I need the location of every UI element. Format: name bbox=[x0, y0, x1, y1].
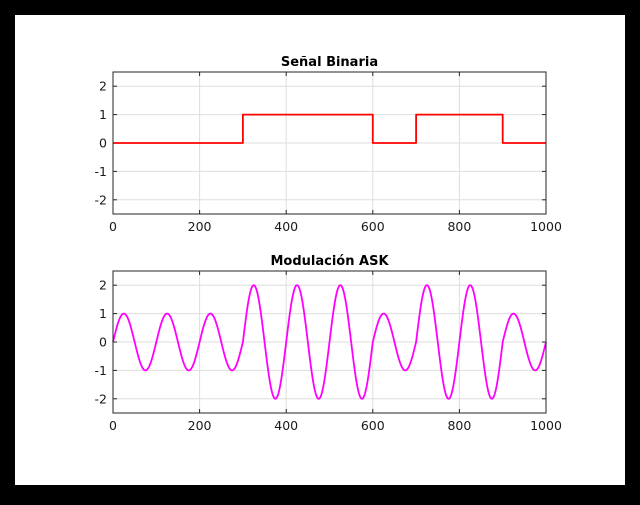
binary-signal-y-tick-label: 1 bbox=[99, 107, 107, 122]
binary-signal-tick-labels: 0 200 400 600 800 1000 2 1 0 -1 -2 bbox=[95, 79, 562, 234]
ask-modulation-x-tick-label: 800 bbox=[447, 418, 471, 433]
binary-signal-title: Señal Binaria bbox=[281, 55, 378, 70]
ask-modulation-tick-labels: 0 200 400 600 800 1000 2 1 0 -1 -2 bbox=[95, 278, 562, 433]
binary-signal-y-tick-label: -1 bbox=[95, 164, 107, 179]
binary-signal-x-tick-label: 200 bbox=[188, 219, 212, 234]
binary-signal-y-tick-label: -2 bbox=[95, 192, 107, 207]
binary-signal-frame bbox=[112, 71, 547, 215]
ask-modulation-y-tick-label: 2 bbox=[99, 278, 107, 293]
binary-signal-x-tick-label: 800 bbox=[447, 219, 471, 234]
ask-modulation-axes: Modulación ASK 0 200 400 600 800 1000 2 1 0 -1 -2 bbox=[95, 254, 562, 433]
ask-modulation-y-tick-label: -1 bbox=[95, 363, 107, 378]
binary-signal-x-tick-label: 400 bbox=[274, 219, 298, 234]
ask-modulation-y-tick-label: -2 bbox=[95, 391, 107, 406]
binary-signal-y-tick-label: 2 bbox=[99, 79, 107, 94]
binary-signal-x-tick-label: 600 bbox=[361, 219, 385, 234]
ask-modulation-plot bbox=[112, 284, 547, 400]
binary-signal-plot bbox=[113, 113, 546, 144]
ask-modulation-title: Modulación ASK bbox=[270, 254, 389, 269]
binary-signal-x-tick-label: 1000 bbox=[530, 219, 562, 234]
ask-modulation-series-line bbox=[112, 284, 547, 400]
ask-modulation-x-tick-label: 400 bbox=[274, 418, 298, 433]
binary-signal-series-line bbox=[113, 113, 546, 144]
ask-modulation-x-tick-label: 0 bbox=[109, 418, 117, 433]
ask-modulation-frame bbox=[112, 270, 547, 414]
ask-modulation-x-tick-label: 600 bbox=[361, 418, 385, 433]
binary-signal-y-tick-label: 0 bbox=[99, 136, 107, 151]
figure-background bbox=[15, 15, 625, 485]
binary-signal-axes: Señal Binaria 0 200 400 600 800 1000 2 1 0 -1 -2 bbox=[95, 55, 562, 234]
ask-modulation-y-tick-label: 0 bbox=[99, 335, 107, 350]
ask-modulation-x-tick-label: 1000 bbox=[530, 418, 562, 433]
ask-modulation-x-tick-label: 200 bbox=[188, 418, 212, 433]
binary-signal-x-tick-label: 0 bbox=[109, 219, 117, 234]
ask-modulation-y-tick-label: 1 bbox=[99, 306, 107, 321]
